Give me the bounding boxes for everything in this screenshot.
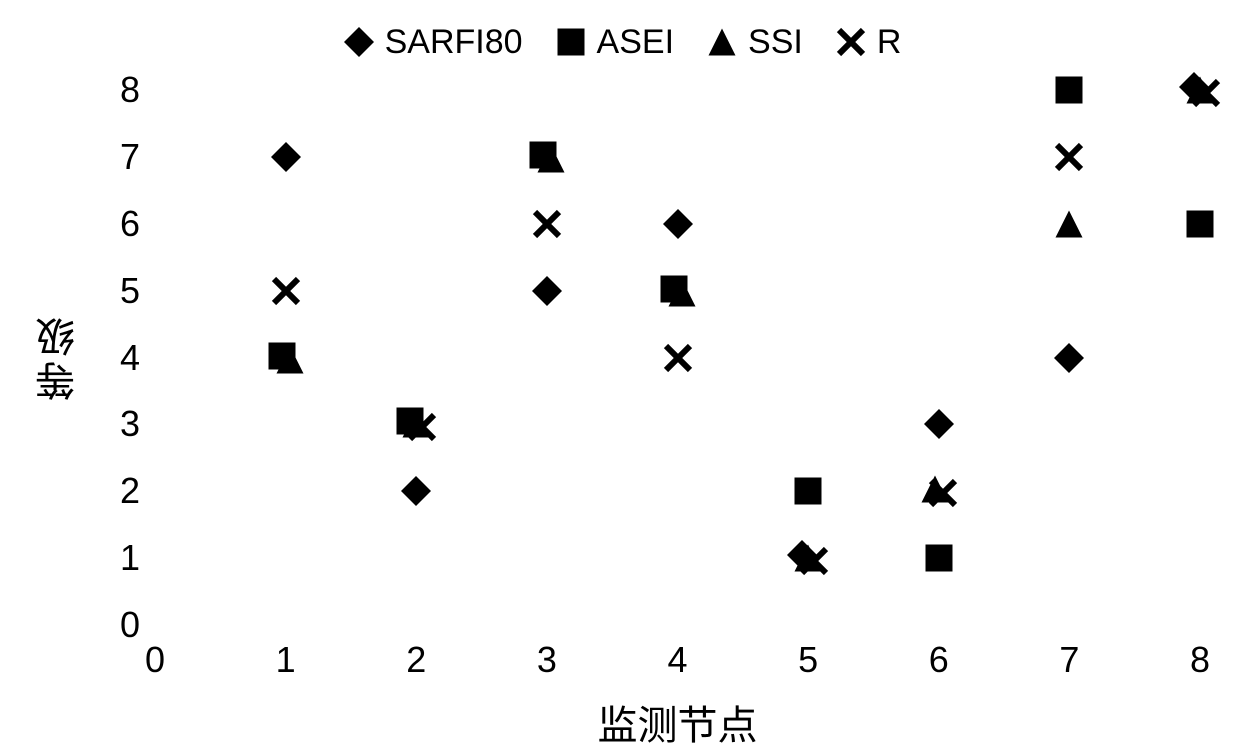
data-point-r [799,546,829,576]
x-tick-label: 3 [527,639,567,681]
data-point-r [928,478,958,508]
x-tick-label: 1 [266,639,306,681]
x-axis-title: 监测节点 [528,693,828,751]
y-tick-label: 5 [90,270,140,312]
data-point-asei [924,543,954,573]
diamond-icon [339,22,379,62]
y-axis-title: 等级 [30,313,88,401]
data-point-sarfi80 [1054,343,1084,373]
legend-label: R [877,23,902,62]
x-tick-label: 6 [919,639,959,681]
data-point-r [532,209,562,239]
data-point-ssi [536,144,566,174]
x-tick-label: 4 [658,639,698,681]
legend-label: SARFI80 [385,23,523,62]
data-point-r [1054,142,1084,172]
legend: SARFI80 ASEI SSI R [0,22,1240,62]
data-point-ssi [1054,209,1084,239]
data-point-r [271,276,301,306]
data-point-ssi [275,345,305,375]
y-tick-label: 0 [90,604,140,646]
x-tick-label: 8 [1180,639,1220,681]
data-point-sarfi80 [401,476,431,506]
y-tick-label: 3 [90,403,140,445]
x-tick-label: 2 [396,639,436,681]
data-point-asei [793,476,823,506]
data-point-r [1191,78,1221,108]
y-tick-label: 7 [90,136,140,178]
y-tick-label: 1 [90,537,140,579]
legend-item-asei: ASEI [551,22,674,62]
data-point-ssi [667,278,697,308]
triangle-icon [702,22,742,62]
data-point-sarfi80 [924,409,954,439]
x-tick-label: 5 [788,639,828,681]
y-tick-label: 2 [90,470,140,512]
x-icon [831,22,871,62]
scatter-chart: SARFI80 ASEI SSI R 等级 监测节点 0 1 2 3 4 5 6 7 8 0 1 2 3 4 5… [0,0,1240,754]
y-tick-label: 8 [90,69,140,111]
square-icon [551,22,591,62]
x-tick-label: 0 [135,639,175,681]
data-point-sarfi80 [532,276,562,306]
legend-item-ssi: SSI [702,22,803,62]
data-point-sarfi80 [271,142,301,172]
data-point-asei [1185,209,1215,239]
data-point-r [663,343,693,373]
y-tick-label: 4 [90,337,140,379]
legend-item-sarfi80: SARFI80 [339,22,523,62]
data-point-r [407,412,437,442]
data-point-sarfi80 [663,209,693,239]
legend-item-r: R [831,22,902,62]
x-tick-label: 7 [1049,639,1089,681]
legend-label: ASEI [597,23,674,62]
legend-label: SSI [748,23,803,62]
y-tick-label: 6 [90,203,140,245]
data-point-asei [1054,75,1084,105]
